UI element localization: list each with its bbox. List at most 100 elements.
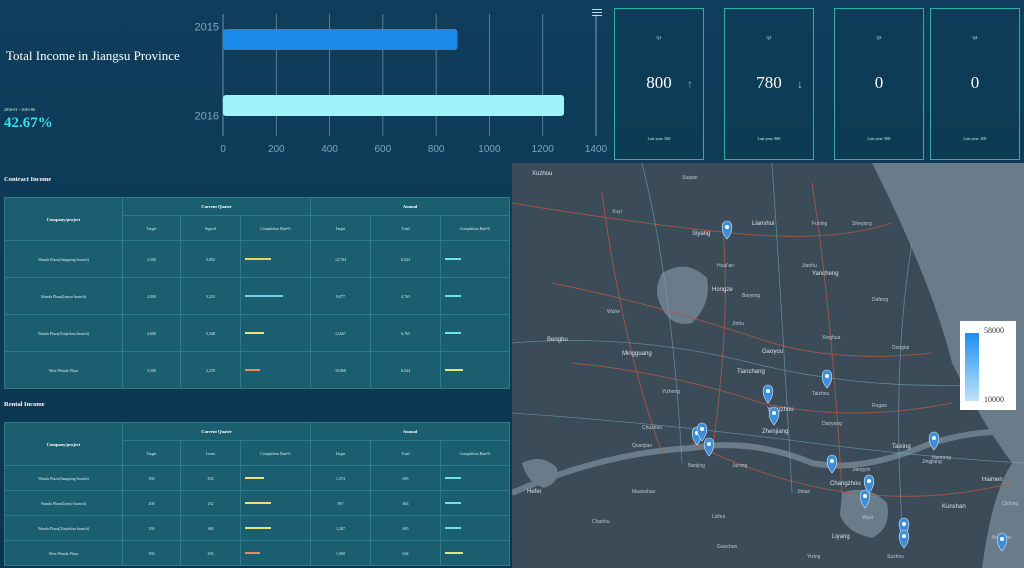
table-row: West Wanda Plaza 350 256 1,068 644 bbox=[4, 540, 510, 566]
last-year-value: Last year: 500 bbox=[647, 136, 671, 141]
rate-cell bbox=[440, 351, 510, 389]
x-tick-label: 1400 bbox=[585, 144, 608, 155]
map-city-label: Nanjing bbox=[688, 463, 705, 469]
map-legend[interactable]: 58000 10000 bbox=[960, 321, 1016, 410]
map-pin-icon[interactable] bbox=[762, 384, 774, 404]
total-cell: 6,543 bbox=[370, 240, 441, 278]
map-pin-dot bbox=[707, 442, 711, 446]
target-cell: 200 bbox=[122, 490, 181, 516]
arrow-down-icon: ↓ bbox=[797, 77, 803, 91]
lease-cell: 232 bbox=[180, 490, 241, 516]
total-cell: 6,544 bbox=[370, 351, 441, 389]
company-header: Company/project bbox=[4, 422, 123, 466]
map-city-label: Jurong bbox=[732, 463, 748, 469]
map-canvas[interactable]: Xuzhou Suqian Xuyi Lianshui Funing Sheyang Siy… bbox=[512, 163, 1024, 568]
map-pin-icon[interactable] bbox=[703, 437, 715, 457]
map-pin-dot bbox=[867, 479, 871, 483]
quarter-card-q2: Q2 780 ↓ Last year: 800 bbox=[724, 8, 814, 160]
quarter-card-q3: Q3 0 Last year: 960 bbox=[834, 8, 924, 160]
company-cell: West Wanda Plaza bbox=[4, 351, 123, 389]
annual-header: Annual bbox=[310, 422, 510, 441]
rental-income-table: Company/project Current Quater Annual Ta… bbox=[4, 422, 510, 566]
rate-header: Completion Rate% bbox=[240, 215, 311, 241]
table-row: Wanda Plaza(Jianye branch) 200 232 967 463 bbox=[4, 490, 510, 516]
growth-percent: 42.67% bbox=[4, 115, 53, 131]
target-cell: 3,500 bbox=[122, 240, 181, 278]
target-cell: 1,068 bbox=[310, 540, 371, 566]
target-cell: 12,704 bbox=[310, 240, 371, 278]
map-pin-dot bbox=[766, 389, 770, 393]
rate-cell bbox=[240, 540, 311, 566]
completion-bar bbox=[445, 502, 461, 504]
jiangsu-map[interactable]: Xuzhou Suqian Xuyi Lianshui Funing Sheyang Siy… bbox=[512, 163, 1024, 568]
bar-2015 bbox=[223, 29, 458, 50]
target-cell: 12,667 bbox=[310, 314, 371, 352]
sea-area bbox=[872, 163, 1024, 568]
quarter-value: 0 bbox=[970, 73, 980, 92]
map-city-label: Yizheng bbox=[662, 389, 680, 395]
menu-icon[interactable] bbox=[592, 9, 602, 18]
completion-bar bbox=[245, 332, 265, 334]
page-title: Total Income in Jiangsu Province bbox=[6, 48, 180, 63]
rate-cell bbox=[440, 240, 510, 278]
map-city-label: Xuzhou bbox=[532, 171, 552, 177]
quarter-value: 800 bbox=[646, 73, 672, 92]
map-city-label: Jintan bbox=[797, 489, 811, 495]
map-city-label: Lishui bbox=[712, 514, 725, 520]
map-city-label: Jiangyin bbox=[852, 467, 871, 473]
x-tick-label: 0 bbox=[220, 144, 226, 155]
map-city-label: Danyang bbox=[822, 421, 842, 427]
quarter-label: Q3 bbox=[876, 35, 882, 40]
completion-bar bbox=[445, 552, 463, 554]
current-quarter-header: Current Quater bbox=[122, 422, 311, 441]
map-pin-dot bbox=[932, 436, 936, 440]
map-pin-icon[interactable] bbox=[928, 431, 940, 451]
target-header: Target bbox=[122, 215, 181, 241]
legend-min: 10000 bbox=[984, 395, 1004, 404]
rate-cell bbox=[240, 240, 311, 278]
map-city-label: Dafeng bbox=[872, 297, 888, 303]
map-city-label: Siyang bbox=[692, 231, 710, 237]
current-quarter-header: Current Quater bbox=[122, 197, 311, 216]
annual-header: Annual bbox=[310, 197, 510, 216]
map-pin-dot bbox=[902, 522, 906, 526]
completion-bar bbox=[245, 369, 260, 371]
map-pin-icon[interactable] bbox=[821, 369, 833, 389]
quarter-label: Q2 bbox=[766, 35, 772, 40]
map-pin-icon[interactable] bbox=[863, 474, 875, 494]
tai-lake bbox=[840, 489, 888, 538]
map-pin-icon[interactable] bbox=[898, 529, 910, 549]
map-city-label: Maanshan bbox=[632, 489, 656, 495]
map-pin-icon[interactable] bbox=[721, 220, 733, 240]
target-cell: 2,000 bbox=[122, 277, 181, 315]
last-year-value: Last year: 800 bbox=[757, 136, 781, 141]
total-cell: 6,765 bbox=[370, 314, 441, 352]
legend-gradient[interactable] bbox=[965, 333, 979, 401]
target-cell: 1,374 bbox=[310, 465, 371, 491]
target-cell: 350 bbox=[122, 540, 181, 566]
signed-header: Signed bbox=[180, 215, 241, 241]
target-header: Target bbox=[310, 440, 371, 466]
yangtze-river bbox=[512, 428, 1024, 496]
map-city-label: Haimen bbox=[982, 477, 1003, 483]
map-city-label: Taizhou bbox=[812, 391, 829, 397]
map-pin-icon[interactable] bbox=[996, 532, 1008, 552]
map-city-label: Funing bbox=[812, 221, 828, 227]
quarter-label: Q4 bbox=[972, 35, 978, 40]
rate-header: Completion Rate% bbox=[440, 215, 510, 241]
map-pin-icon[interactable] bbox=[768, 406, 780, 426]
target-cell: 9,077 bbox=[310, 277, 371, 315]
map-pin-dot bbox=[772, 411, 776, 415]
target-header: Target bbox=[122, 440, 181, 466]
map-pin-icon[interactable] bbox=[859, 489, 871, 509]
contract-income-title: Contract Income bbox=[4, 176, 52, 183]
total-cell: 644 bbox=[370, 540, 441, 566]
map-city-label: Nantong bbox=[932, 455, 951, 461]
map-pin-icon[interactable] bbox=[696, 422, 708, 442]
rate-cell bbox=[240, 490, 311, 516]
company-cell: Wanda Plaza(Jiangning branch) bbox=[4, 240, 123, 278]
x-tick-label: 200 bbox=[268, 144, 285, 155]
quarter-card-q1: Q1 800 ↑ Last year: 500 bbox=[614, 8, 704, 160]
map-city-label: Hefei bbox=[527, 489, 541, 495]
map-pin-icon[interactable] bbox=[826, 454, 838, 474]
